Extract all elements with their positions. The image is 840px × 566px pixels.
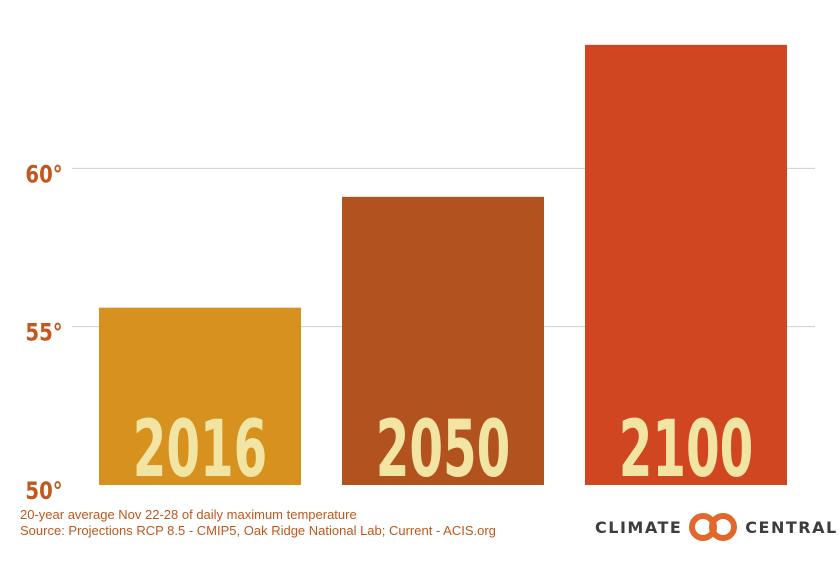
- bar-2050: [342, 196, 544, 486]
- y-axis-ticks: 50° 55° 60°: [25, 162, 62, 506]
- y-tick-label: 60°: [25, 162, 62, 189]
- logo-word-central: CENTRAL: [745, 517, 838, 537]
- y-tick-label: 55°: [25, 320, 62, 347]
- footnote-description: 20-year average Nov 22-28 of daily maxim…: [20, 507, 357, 522]
- bar-2100: [585, 44, 787, 485]
- category-labels: 2016 2050 2100: [133, 405, 754, 495]
- category-label-2016: 2016: [133, 405, 268, 495]
- category-label-2050: 2050: [376, 405, 511, 495]
- category-label-2100: 2100: [619, 405, 754, 495]
- bars: [99, 44, 787, 486]
- footnote-source: Source: Projections RCP 8.5 - CMIP5, Oak…: [20, 523, 496, 538]
- logo-word-climate: CLIMATE: [595, 517, 683, 537]
- climate-central-rings-icon: [689, 513, 738, 541]
- climate-central-logo: CLIMATE CENTRAL: [595, 512, 838, 542]
- y-tick-label: 50°: [25, 478, 62, 505]
- bar-2016: [99, 307, 301, 485]
